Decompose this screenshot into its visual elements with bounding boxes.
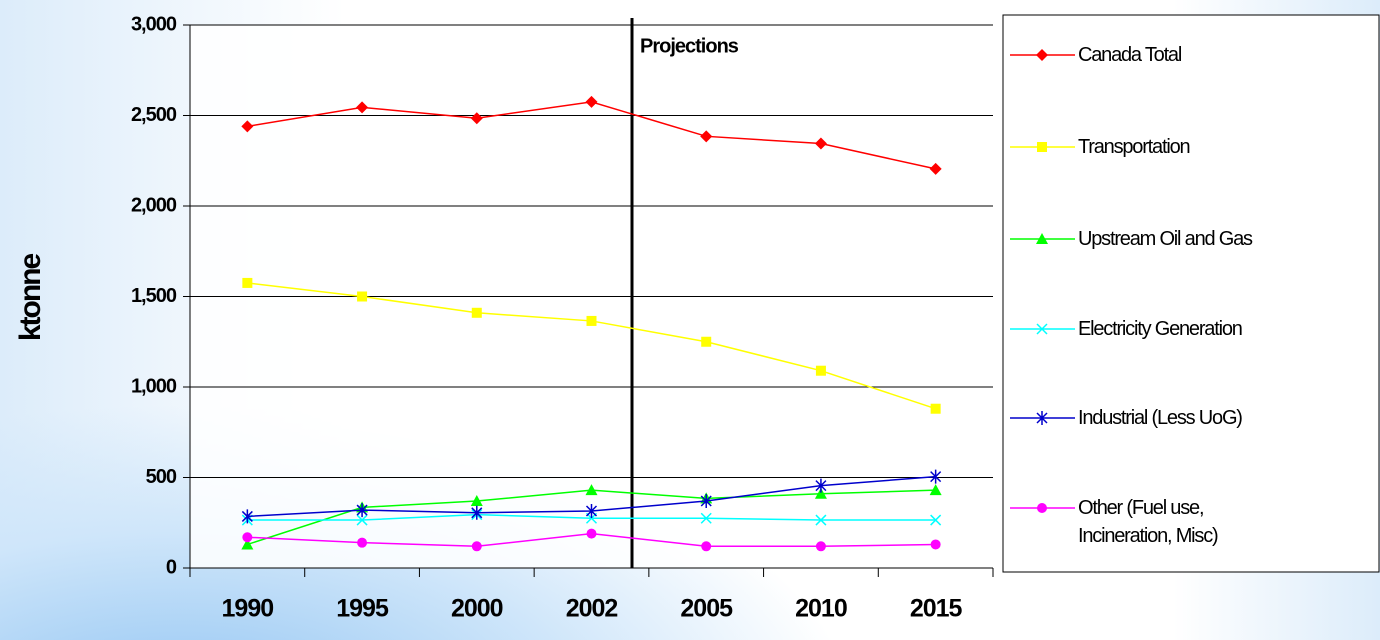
x-tick-label: 2002 xyxy=(566,595,618,623)
marker xyxy=(1036,323,1048,335)
marker xyxy=(356,514,368,526)
marker xyxy=(929,162,942,175)
marker xyxy=(930,403,941,414)
marker xyxy=(241,120,254,133)
marker xyxy=(356,503,368,518)
y-tick-label: 3,000 xyxy=(131,13,177,35)
marker xyxy=(815,514,827,526)
marker xyxy=(1036,49,1048,61)
marker xyxy=(242,532,253,543)
marker xyxy=(585,484,598,496)
marker xyxy=(700,494,712,509)
marker xyxy=(701,541,712,552)
marker xyxy=(242,277,253,288)
y-tick-label: 1,500 xyxy=(131,285,177,307)
legend-box xyxy=(1002,14,1380,573)
marker xyxy=(1036,411,1048,425)
legend-label: Transportation xyxy=(1078,136,1191,158)
marker xyxy=(470,112,483,125)
y-tick-label: 2,000 xyxy=(131,194,177,216)
y-tick-label: 2,500 xyxy=(131,104,177,126)
marker xyxy=(585,95,598,108)
y-tick-label: 0 xyxy=(166,556,177,578)
legend-label: Upstream Oil and Gas xyxy=(1078,228,1253,250)
marker xyxy=(930,539,941,550)
marker xyxy=(929,484,942,496)
marker xyxy=(930,469,942,484)
legend-label: Industrial (Less UoG) xyxy=(1078,407,1243,429)
marker xyxy=(471,505,483,520)
marker xyxy=(470,495,483,507)
legend-label: Electricity Generation xyxy=(1078,318,1243,340)
marker xyxy=(586,528,597,539)
y-tick-label: 500 xyxy=(146,466,177,488)
y-axis-label: ktonne xyxy=(14,254,47,342)
marker xyxy=(700,512,712,524)
marker xyxy=(701,336,712,347)
marker xyxy=(241,509,253,524)
x-tick-label: 1990 xyxy=(222,595,274,623)
x-tick-label: 2005 xyxy=(680,595,733,623)
y-tick-label: 1,000 xyxy=(131,375,177,397)
legend-label: Canada Total xyxy=(1078,44,1182,66)
marker xyxy=(471,307,482,318)
marker xyxy=(241,538,254,550)
x-tick-label: 2000 xyxy=(451,595,503,623)
marker xyxy=(700,130,713,143)
marker xyxy=(356,101,369,114)
legend-label: Other (Fuel use, Incineration, Misc) xyxy=(1078,497,1219,547)
marker xyxy=(1037,503,1047,513)
x-tick-label: 2010 xyxy=(795,595,847,623)
marker xyxy=(471,541,482,552)
marker xyxy=(585,503,598,518)
marker xyxy=(814,137,827,150)
marker xyxy=(815,478,827,493)
x-tick-label: 2015 xyxy=(910,595,963,623)
marker xyxy=(814,487,827,499)
marker xyxy=(586,315,597,326)
marker xyxy=(1037,142,1047,152)
marker xyxy=(815,541,826,552)
marker xyxy=(930,514,942,526)
x-tick-label: 1995 xyxy=(336,595,389,623)
marker xyxy=(815,365,826,376)
marker xyxy=(357,291,368,302)
marker xyxy=(357,537,368,548)
annotation: Projections xyxy=(640,35,739,57)
marker xyxy=(1036,233,1048,244)
